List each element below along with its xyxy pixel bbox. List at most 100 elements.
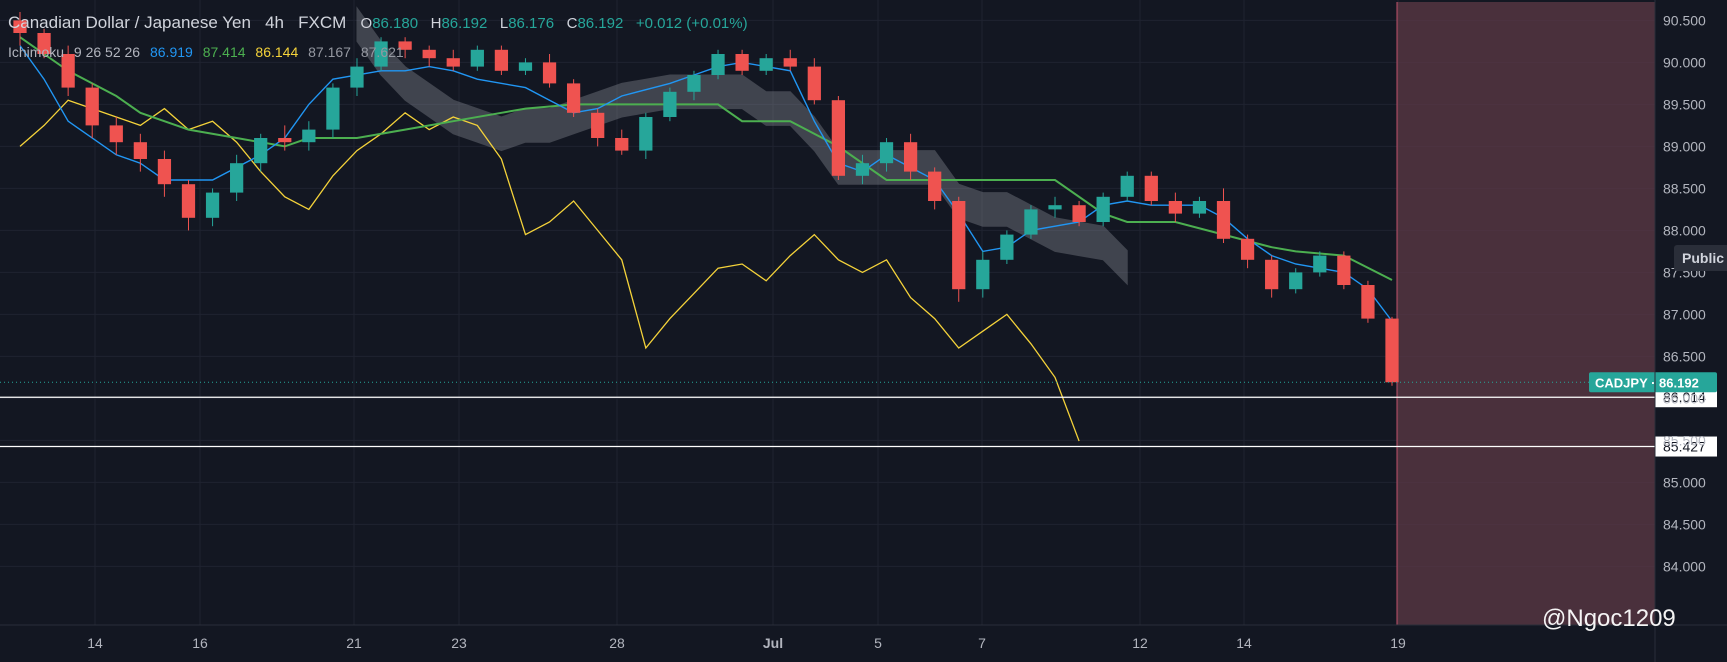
candle-body bbox=[37, 33, 51, 54]
candle-body bbox=[350, 66, 364, 88]
candle-body bbox=[1096, 196, 1110, 222]
lead2-value: 87.621 bbox=[360, 44, 404, 60]
candle-body bbox=[687, 75, 701, 92]
price-tag-bg bbox=[1589, 372, 1717, 393]
candle-body bbox=[205, 192, 220, 218]
y-tick-label: 84.500 bbox=[1663, 516, 1706, 532]
candle-body bbox=[615, 138, 629, 151]
candle-body bbox=[711, 54, 725, 75]
candle-body bbox=[1385, 318, 1399, 383]
low-value: 86.176 bbox=[508, 15, 555, 32]
candle-body bbox=[302, 129, 316, 143]
candle-body bbox=[903, 142, 918, 172]
conversion-value: 86.919 bbox=[149, 44, 193, 60]
x-tick-label: Jul bbox=[763, 635, 783, 651]
base-value: 87.414 bbox=[202, 44, 246, 60]
y-tick-label: 88.000 bbox=[1663, 222, 1706, 238]
x-tick-label: 12 bbox=[1132, 635, 1148, 651]
candle-body bbox=[1072, 205, 1086, 222]
candle-body bbox=[374, 41, 388, 67]
base-line bbox=[19, 36, 1393, 281]
x-tick-label: 21 bbox=[346, 635, 362, 651]
y-tick-label: 86.000 bbox=[1663, 390, 1706, 406]
candle-body bbox=[663, 91, 677, 117]
candle-body bbox=[1120, 175, 1134, 197]
candle-body bbox=[1048, 205, 1062, 210]
candle-body bbox=[566, 83, 581, 113]
watermark: @Ngoc1209 bbox=[1542, 605, 1676, 633]
y-tick-label: 90.000 bbox=[1663, 54, 1706, 70]
change-value: +0.012 (+0.01%) bbox=[635, 15, 748, 32]
candle-body bbox=[1000, 234, 1014, 260]
timeframe-label[interactable]: 4h bbox=[265, 13, 284, 32]
x-tick-label: 7 bbox=[978, 635, 986, 651]
candle-body bbox=[85, 87, 99, 126]
candle-body bbox=[1216, 201, 1231, 239]
candle-body bbox=[254, 138, 268, 164]
high-label: H bbox=[430, 15, 442, 32]
close-value: 86.192 bbox=[577, 15, 624, 32]
indicator-name[interactable]: Ichimoku bbox=[8, 44, 65, 60]
x-tick-label: 16 bbox=[192, 635, 208, 651]
candle-body bbox=[518, 62, 533, 71]
y-tick-label: 90.500 bbox=[1663, 12, 1706, 28]
candle-body bbox=[230, 163, 244, 193]
candle-body bbox=[13, 20, 27, 33]
close-label: C bbox=[566, 15, 578, 32]
public-tag[interactable]: Public bbox=[1674, 245, 1727, 271]
candle-body bbox=[759, 58, 773, 71]
y-tick-label: 84.000 bbox=[1663, 558, 1706, 574]
price-tag-label: CADJPY · 86.192 bbox=[1595, 375, 1699, 390]
candle-body bbox=[1265, 259, 1279, 290]
candle-body bbox=[1192, 201, 1207, 214]
low-label: L bbox=[499, 15, 509, 32]
indicator-params: 9 26 52 26 bbox=[73, 44, 141, 60]
x-tick-label: 14 bbox=[87, 635, 103, 651]
candle-body bbox=[1144, 175, 1158, 201]
y-tick-label: 85.000 bbox=[1663, 474, 1706, 490]
level-tag-label: 85.427 bbox=[1663, 439, 1706, 455]
candle-body bbox=[783, 58, 797, 67]
ohlc-readout: O86.180 H86.192 L86.176 C86.192 +0.012 (… bbox=[361, 15, 748, 32]
candle-body bbox=[133, 142, 147, 159]
candle-body bbox=[855, 163, 870, 176]
candle-body bbox=[1289, 272, 1303, 290]
symbol-title: Canadian Dollar / Japanese Yen bbox=[8, 13, 251, 32]
lagging-span-line bbox=[19, 99, 1080, 442]
level-tag-bg bbox=[1655, 436, 1717, 457]
y-tick-label: 87.000 bbox=[1663, 306, 1706, 322]
indicator-legend[interactable]: Ichimoku 9 26 52 26 86.919 87.414 86.144… bbox=[8, 44, 410, 60]
candle-body bbox=[1313, 255, 1327, 273]
candle-body bbox=[591, 112, 605, 138]
lead1-value: 87.167 bbox=[308, 44, 351, 60]
candle-body bbox=[952, 201, 966, 290]
candle-body bbox=[1240, 238, 1255, 260]
candle-body bbox=[278, 138, 292, 143]
y-tick-label: 89.500 bbox=[1663, 96, 1706, 112]
candle-body bbox=[1361, 285, 1375, 319]
high-value: 86.192 bbox=[441, 15, 488, 32]
candle-body bbox=[1024, 209, 1038, 235]
candle-body bbox=[976, 259, 990, 290]
candle-body bbox=[398, 41, 412, 50]
x-tick-label: 19 bbox=[1390, 635, 1406, 651]
candle-body bbox=[831, 100, 846, 176]
future-zone bbox=[1397, 2, 1655, 625]
y-tick-label: 86.500 bbox=[1663, 348, 1706, 364]
candle-body bbox=[326, 87, 340, 130]
x-tick-label: 14 bbox=[1236, 635, 1252, 651]
candle-body bbox=[61, 54, 75, 88]
chart-header: Canadian Dollar / Japanese Yen 4h FXCM O… bbox=[8, 13, 748, 33]
candle-body bbox=[494, 49, 509, 71]
author-handle: @Ngoc1209 bbox=[1542, 605, 1676, 632]
y-tick-label: 88.500 bbox=[1663, 180, 1706, 196]
open-value: 86.180 bbox=[372, 15, 419, 32]
candle-body bbox=[1337, 255, 1351, 285]
x-tick-label: 5 bbox=[874, 635, 882, 651]
candle-body bbox=[181, 184, 196, 218]
candle-body bbox=[470, 49, 484, 67]
x-tick-label: 23 bbox=[451, 635, 467, 651]
candle-body bbox=[542, 62, 557, 84]
